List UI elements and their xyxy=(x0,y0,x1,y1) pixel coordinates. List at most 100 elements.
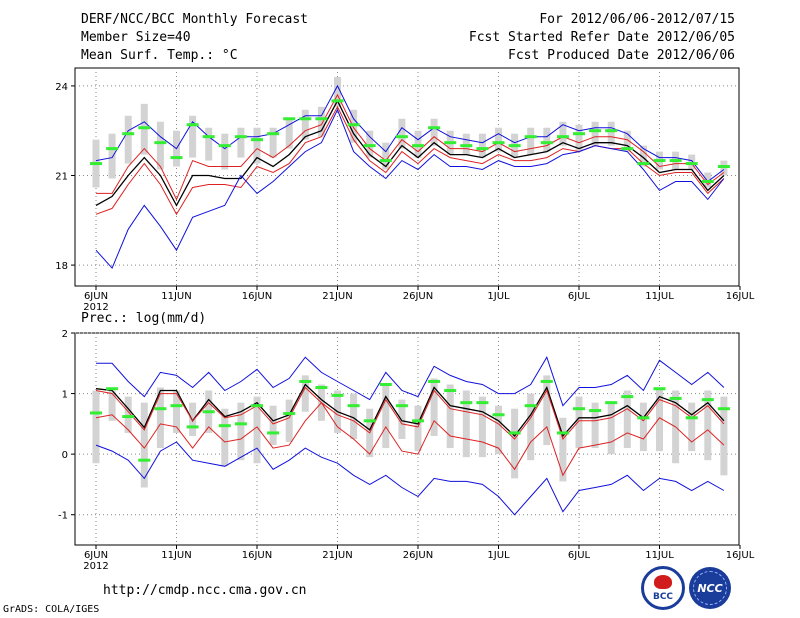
member-marker xyxy=(556,431,569,435)
x-tick-label: 21JUN xyxy=(322,291,352,302)
member-range-bar xyxy=(495,127,502,152)
member-range-bar xyxy=(704,390,712,461)
series-lower-red xyxy=(95,401,725,477)
y-tick-label: 2 xyxy=(62,329,68,340)
member-marker xyxy=(508,431,521,435)
bcc-logo-text: BCC xyxy=(652,592,674,602)
x-tick-label: 16JUN xyxy=(242,291,272,302)
member-range-bar xyxy=(478,133,486,158)
member-marker xyxy=(363,419,376,423)
x-tick-label: 6JUN xyxy=(84,550,108,561)
member-marker xyxy=(154,141,167,145)
member-range-bar xyxy=(285,118,293,149)
member-range-bar xyxy=(446,384,454,449)
chart-panel-1: 6JUN 11JUN 16JUN 21JUN 26JUN 1JUL 6JUL 11JUL 16J… xyxy=(55,67,755,313)
x-year-label: 2012 xyxy=(83,302,108,313)
member-marker xyxy=(186,425,199,429)
member-marker xyxy=(701,398,714,402)
member-range-bar xyxy=(269,127,277,158)
member-marker xyxy=(234,135,247,139)
member-marker xyxy=(573,132,585,136)
member-marker xyxy=(138,126,151,130)
member-range-bar xyxy=(462,390,470,458)
series-upper-red xyxy=(96,93,725,201)
chart-panel-2: 6JUN 11JUN 16JUN 21JUN 26JUN 1JUL 6JUL 11JUL 16J… xyxy=(58,329,755,572)
member-marker xyxy=(573,407,585,411)
grads-credit: GrADS: COLA/IGES xyxy=(3,604,100,615)
member-marker xyxy=(267,132,280,136)
member-marker xyxy=(202,410,215,414)
series-upper-blue xyxy=(95,84,725,183)
chart-title: DERF/NCC/BCC Monthly Forecast xyxy=(81,12,308,27)
member-marker xyxy=(412,419,424,423)
member-marker xyxy=(492,141,505,145)
series-mean xyxy=(95,383,725,438)
member-range-bar xyxy=(543,375,551,446)
member-marker xyxy=(412,144,424,148)
member-marker xyxy=(379,159,392,163)
series-mean xyxy=(95,99,725,207)
member-range-bar xyxy=(398,118,406,149)
member-marker xyxy=(508,144,521,148)
plot-frame xyxy=(74,332,740,546)
member-marker xyxy=(444,389,457,393)
series-lower-blue xyxy=(95,441,725,516)
member-marker xyxy=(251,138,263,142)
member-marker xyxy=(428,126,441,130)
member-marker xyxy=(122,415,135,419)
y-tick-label: 24 xyxy=(55,82,68,93)
member-marker xyxy=(106,387,119,391)
member-range-bar xyxy=(334,76,341,107)
y-tick-label: 0 xyxy=(62,450,68,461)
x-tick-label: 26JUN xyxy=(403,291,433,302)
member-range-bar xyxy=(495,405,502,455)
member-marker xyxy=(170,156,183,160)
x-tick-label: 1JUL xyxy=(487,291,510,302)
series-upper-red xyxy=(95,386,725,440)
x-tick-label: 16JUN xyxy=(242,550,272,561)
member-range-bar xyxy=(559,121,567,146)
x-tick-label: 1JUL xyxy=(487,550,510,561)
member-marker xyxy=(299,379,312,383)
member-range-bar xyxy=(92,390,100,464)
member-range-bar xyxy=(189,115,197,158)
member-marker xyxy=(170,404,183,408)
member-marker xyxy=(605,401,618,405)
x-tick-label: 11JUN xyxy=(161,550,191,561)
member-range-bar xyxy=(623,130,631,152)
member-marker xyxy=(669,396,682,400)
member-range-bar xyxy=(382,142,390,170)
member-range-bar xyxy=(156,387,164,449)
member-marker xyxy=(428,379,441,383)
x-tick-label: 11JUL xyxy=(645,550,674,561)
x-tick-label: 11JUN xyxy=(161,291,191,302)
bcc-logo: BCC xyxy=(641,566,685,610)
x-tick-label: 6JUL xyxy=(568,291,591,302)
member-marker xyxy=(476,401,489,405)
member-marker xyxy=(90,162,102,166)
member-marker xyxy=(331,393,344,397)
member-marker xyxy=(315,117,328,121)
source-url[interactable]: http://cmdp.ncc.cma.gov.cn xyxy=(103,583,307,598)
member-marker xyxy=(122,132,135,136)
x-tick-label: 26JUN xyxy=(403,550,433,561)
member-marker xyxy=(701,179,714,183)
member-marker xyxy=(331,99,344,103)
member-range-bar xyxy=(607,121,615,146)
member-marker xyxy=(299,117,312,121)
x-tick-label: 16JUL xyxy=(726,291,755,302)
member-marker xyxy=(363,144,376,148)
member-range-bar xyxy=(398,399,406,439)
series-lower-red xyxy=(95,105,725,216)
member-range-bar xyxy=(575,396,583,449)
variable-label: Mean Surf. Temp.: °C xyxy=(81,48,238,63)
member-marker xyxy=(524,404,537,408)
member-range-bar xyxy=(189,402,197,436)
member-range-bar xyxy=(173,390,180,433)
member-range-bar xyxy=(688,402,696,452)
member-range-bar xyxy=(156,121,164,170)
member-marker xyxy=(106,147,119,151)
member-range-bar xyxy=(301,375,309,412)
y-tick-label: 18 xyxy=(55,261,68,272)
